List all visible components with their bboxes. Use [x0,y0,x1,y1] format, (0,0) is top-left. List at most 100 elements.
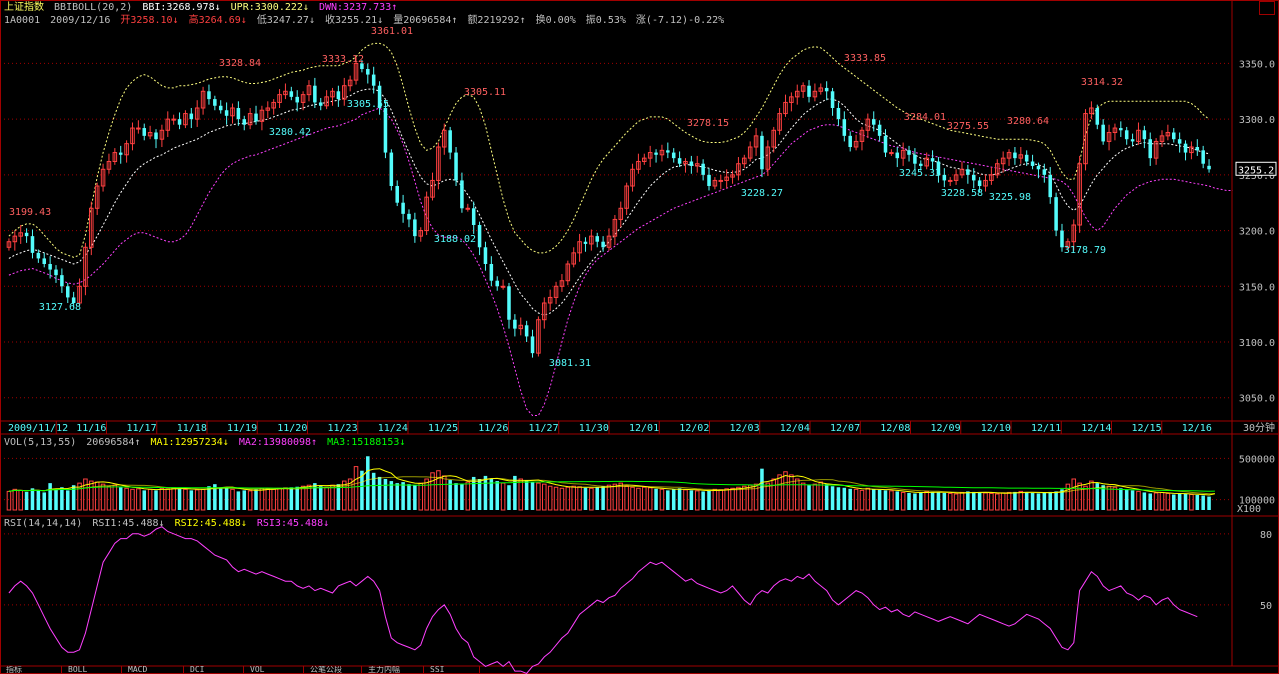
volume-bar [571,485,576,511]
volume-bar [66,490,70,510]
volume-bar [213,484,217,510]
candle-body [765,146,771,170]
candle-body [330,90,335,98]
volume-bar [865,487,871,511]
volume-bar [577,486,582,511]
volume-bar [54,489,58,510]
date-label: 12/11 [1031,423,1061,434]
period-label: 30分钟 [1243,421,1275,434]
volume-bar [530,482,535,510]
open-price: 开3258.10↓ [120,15,179,26]
window-close-button[interactable] [1259,1,1275,15]
rsi2-value: RSI2:45.488↓ [174,518,247,529]
candle-body [959,168,965,176]
candle-body [242,119,247,125]
volume-bar [553,486,559,511]
candle-body [154,132,158,140]
candle-body [1101,124,1105,142]
date-label: 12/10 [981,423,1011,434]
volume-bar [165,488,171,511]
date-label: 12/09 [931,423,961,434]
indicator-tab[interactable]: 指标 [0,666,62,674]
volume-bar [395,483,399,510]
last-price-box [1235,161,1277,176]
candle-body [1030,161,1035,166]
price-annotation: 3361.01 [371,26,413,37]
price-annotation: 3333.85 [844,53,886,64]
volume-bar [1136,490,1141,511]
indicator-tab[interactable]: 公笔公段 [304,666,362,674]
y-tick-label: 3100.0 [1239,338,1275,349]
candle-body [247,113,253,126]
candle-body [1183,143,1188,153]
quote-date: 2009/12/16 [50,15,111,26]
candle-body [895,152,900,159]
change-value: 涨(-7.12)-0.22% [635,15,725,26]
volume-bar [736,486,741,511]
volume-bar [500,482,506,511]
volume-bar [777,474,782,511]
candle-body [1171,132,1176,140]
candle-body [718,179,724,182]
candle-body [1159,135,1165,142]
candle-body [900,149,906,159]
volume-bar [936,492,941,510]
volume-bar [230,488,235,511]
candle-body [1089,107,1094,115]
volume-bar [1153,492,1159,511]
indicator-tab[interactable]: 主力内幅 [362,666,424,674]
candle-body [112,152,118,162]
indicator-tab[interactable]: MACD [122,666,184,674]
candle-body [48,264,52,270]
index-title: 上证指数 [4,2,44,13]
candle-body [471,208,476,225]
indicator-tab[interactable]: BOLL [62,666,122,674]
volume-bar [477,479,482,510]
candle-body [677,158,682,164]
candle-body [818,87,824,92]
volume-bar [930,491,935,510]
volume-bar [877,489,882,510]
candle-body [1189,146,1194,154]
date-label: 11/23 [328,423,358,434]
volume-bar [1159,491,1165,511]
volume-bar [907,492,911,510]
candle-body [342,85,347,100]
volume-bar [1006,491,1012,511]
indicator-tab[interactable]: SSI [424,666,480,674]
candle-body [465,207,471,210]
indicator-tab[interactable]: VOL [244,666,304,674]
candle-body [659,149,665,156]
candle-body [289,91,294,97]
candle-body [953,174,959,181]
candle-body [530,336,535,354]
volume-bar [589,487,594,511]
indicator-tab[interactable]: DCI [184,666,244,674]
volume-bar [848,488,852,510]
volume-bar [753,483,759,511]
candle-body [177,119,182,125]
volume-bar [77,482,82,511]
volume-bar [654,488,658,510]
candle-body [694,163,700,167]
volume-bar [818,481,824,511]
candle-body [836,108,841,120]
date-label: 11/27 [529,423,559,434]
volume-bar [424,478,429,511]
volume-bar [883,490,888,510]
candle-body [300,94,306,103]
candle-body [460,180,464,209]
candle-body [236,108,241,120]
volume-bar [524,480,529,510]
candle-body [366,69,370,75]
volume-bar [471,476,476,510]
volume-bar [236,491,241,510]
volume-bar [647,487,653,511]
volume-bar [177,488,182,510]
vol-ma3: MA3:15188153↓ [327,437,406,448]
volume-bar [483,475,488,510]
date-label: 11/18 [177,423,207,434]
volume-bar [24,491,29,510]
candle-body [571,252,576,265]
